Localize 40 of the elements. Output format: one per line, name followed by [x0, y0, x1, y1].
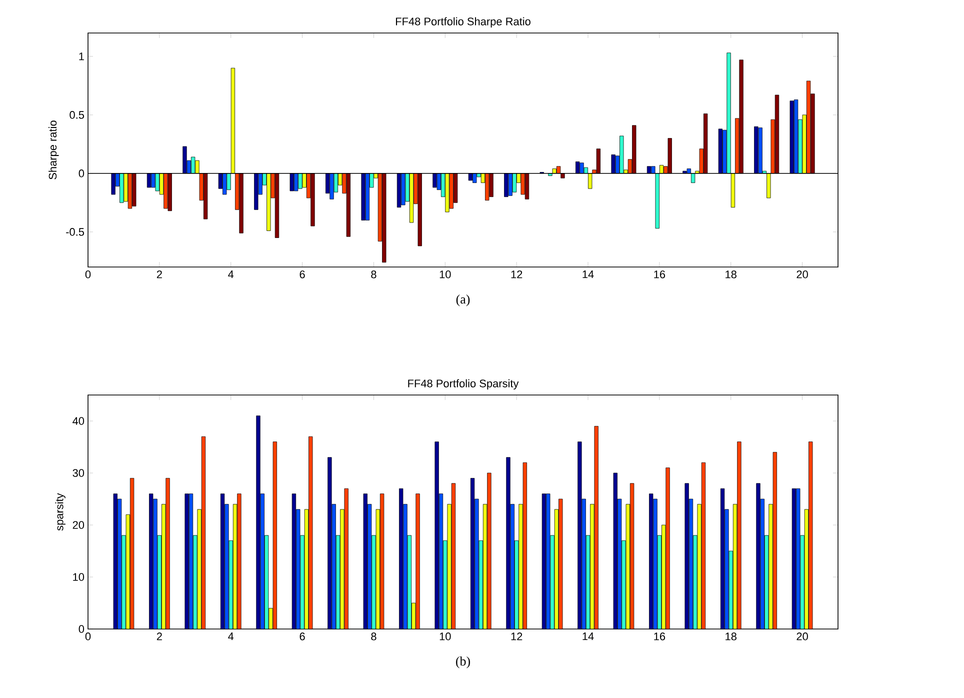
- chart-title: FF48 Portfolio Sparsity: [408, 379, 519, 390]
- text: (a): [456, 294, 470, 306]
- bar: [546, 494, 550, 630]
- x-tick-label: 20: [796, 270, 808, 278]
- x-tick-label: 0: [85, 270, 91, 278]
- x-tick-label: 0: [85, 632, 91, 640]
- x-tick-label: 12: [511, 270, 522, 278]
- y-tick-label: 40: [72, 417, 84, 425]
- x-tick-label: 8: [371, 270, 376, 278]
- bar: [188, 494, 194, 630]
- x-tick-label: 4: [228, 632, 234, 640]
- x-tick-label: 10: [440, 632, 451, 640]
- chart-title: FF48 Portfolio Sharpe Ratio: [396, 17, 530, 28]
- y-tick-label: 20: [72, 521, 84, 529]
- y-tick-label: 0: [78, 625, 84, 633]
- x-tick-label: 16: [654, 632, 666, 640]
- x-tick-label: 6: [300, 270, 305, 278]
- y-tick-label: 0.5: [70, 111, 84, 119]
- text: (b): [456, 656, 470, 668]
- x-tick-label: 8: [371, 632, 376, 640]
- y-tick-label: 1: [79, 52, 84, 60]
- x-tick-label: 6: [300, 632, 305, 640]
- x-tick-label: 16: [654, 270, 666, 278]
- x-tick-label: 18: [726, 632, 736, 640]
- bar: [796, 488, 800, 630]
- x-tick-label: 18: [726, 270, 736, 278]
- x-tick-label: 2: [156, 270, 162, 278]
- y-tick-label: -0.5: [66, 228, 84, 236]
- x-tick-label: 20: [796, 632, 808, 640]
- x-tick-label: 14: [582, 632, 594, 640]
- y-tick-label: 30: [72, 469, 84, 477]
- y-axis-title: sparsity: [55, 493, 66, 531]
- y-tick-label: 10: [73, 573, 84, 581]
- y-tick-label: 0: [78, 170, 84, 178]
- x-tick-label: 4: [228, 270, 234, 278]
- y-axis-title: Sharpe ratio: [48, 120, 59, 180]
- x-tick-label: 14: [582, 270, 594, 278]
- x-tick-label: 2: [156, 632, 162, 640]
- x-tick-label: 12: [511, 632, 522, 640]
- x-tick-label: 10: [440, 270, 451, 278]
